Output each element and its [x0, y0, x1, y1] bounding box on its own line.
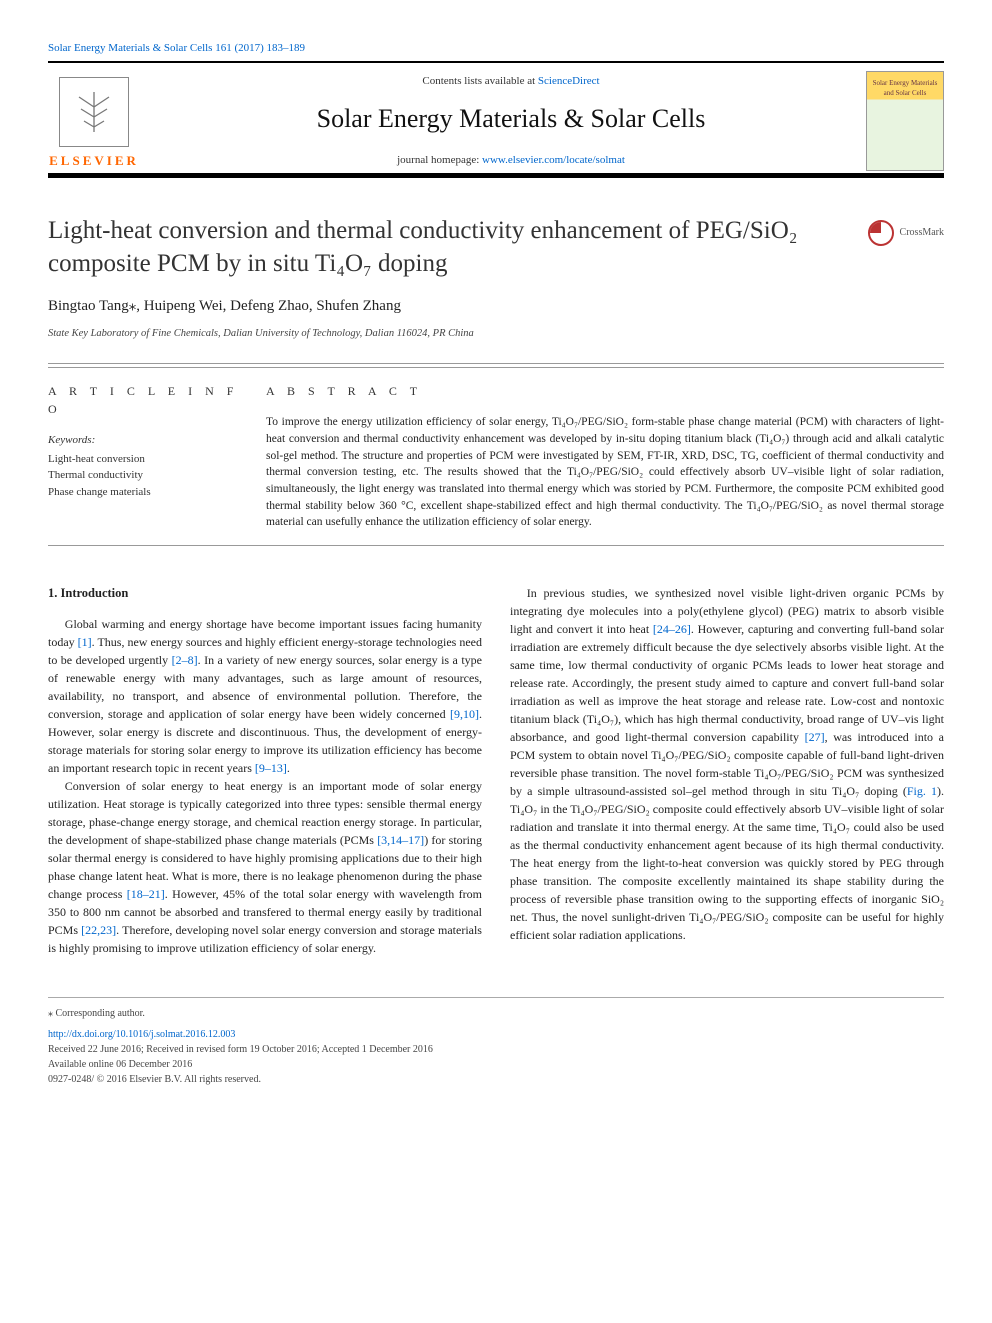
citation-line: Solar Energy Materials & Solar Cells 161…	[48, 40, 944, 57]
affiliation: State Key Laboratory of Fine Chemicals, …	[48, 326, 944, 342]
homepage-line: journal homepage: www.elsevier.com/locat…	[156, 152, 866, 169]
keyword: Light-heat conversion	[48, 451, 248, 468]
corresponding-note: ⁎ Corresponding author.	[48, 1006, 944, 1021]
publisher-logo: ELSEVIER	[48, 71, 140, 171]
article-info-column: A R T I C L E I N F O Keywords: Light-he…	[48, 367, 266, 545]
body-paragraph: Conversion of solar energy to heat energ…	[48, 777, 482, 957]
homepage-link[interactable]: www.elsevier.com/locate/solmat	[482, 154, 625, 166]
journal-header: ELSEVIER Contents lists available at Sci…	[48, 61, 944, 178]
elsevier-tree-icon	[59, 77, 129, 147]
crossmark-icon	[868, 220, 894, 246]
crossmark-label: CrossMark	[900, 225, 944, 240]
contents-prefix: Contents lists available at	[422, 75, 537, 87]
journal-name: Solar Energy Materials & Solar Cells	[156, 99, 866, 138]
doi-link[interactable]: http://dx.doi.org/10.1016/j.solmat.2016.…	[48, 1027, 944, 1042]
body-paragraph: In previous studies, we synthesized nove…	[510, 584, 944, 944]
section-heading: 1. Introduction	[48, 584, 482, 603]
author-list: Bingtao Tang⁎, Huipeng Wei, Defeng Zhao,…	[48, 295, 944, 318]
contents-list-line: Contents lists available at ScienceDirec…	[156, 73, 866, 90]
homepage-prefix: journal homepage:	[397, 154, 482, 166]
sciencedirect-link[interactable]: ScienceDirect	[538, 75, 600, 87]
article-history: Received 22 June 2016; Received in revis…	[48, 1042, 944, 1057]
crossmark-badge[interactable]: CrossMark	[868, 220, 944, 246]
page-footer: ⁎ Corresponding author. http://dx.doi.or…	[48, 997, 944, 1087]
article-body: 1. Introduction Global warming and energ…	[48, 584, 944, 957]
keywords-label: Keywords:	[48, 432, 248, 449]
journal-cover-thumb: Solar Energy Materials and Solar Cells	[866, 71, 944, 171]
abstract-column: A B S T R A C T To improve the energy ut…	[266, 367, 944, 545]
abstract-heading: A B S T R A C T	[266, 382, 944, 400]
body-paragraph: Global warming and energy shortage have …	[48, 615, 482, 777]
available-online: Available online 06 December 2016	[48, 1057, 944, 1072]
header-center: Contents lists available at ScienceDirec…	[156, 73, 866, 169]
keyword: Thermal conductivity	[48, 467, 248, 484]
publisher-name: ELSEVIER	[49, 151, 139, 171]
article-info-heading: A R T I C L E I N F O	[48, 382, 248, 418]
copyright-line: 0927-0248/ © 2016 Elsevier B.V. All righ…	[48, 1072, 944, 1087]
keyword: Phase change materials	[48, 484, 248, 501]
abstract-text: To improve the energy utilization effici…	[266, 414, 944, 531]
article-title: Light-heat conversion and thermal conduc…	[48, 214, 852, 282]
